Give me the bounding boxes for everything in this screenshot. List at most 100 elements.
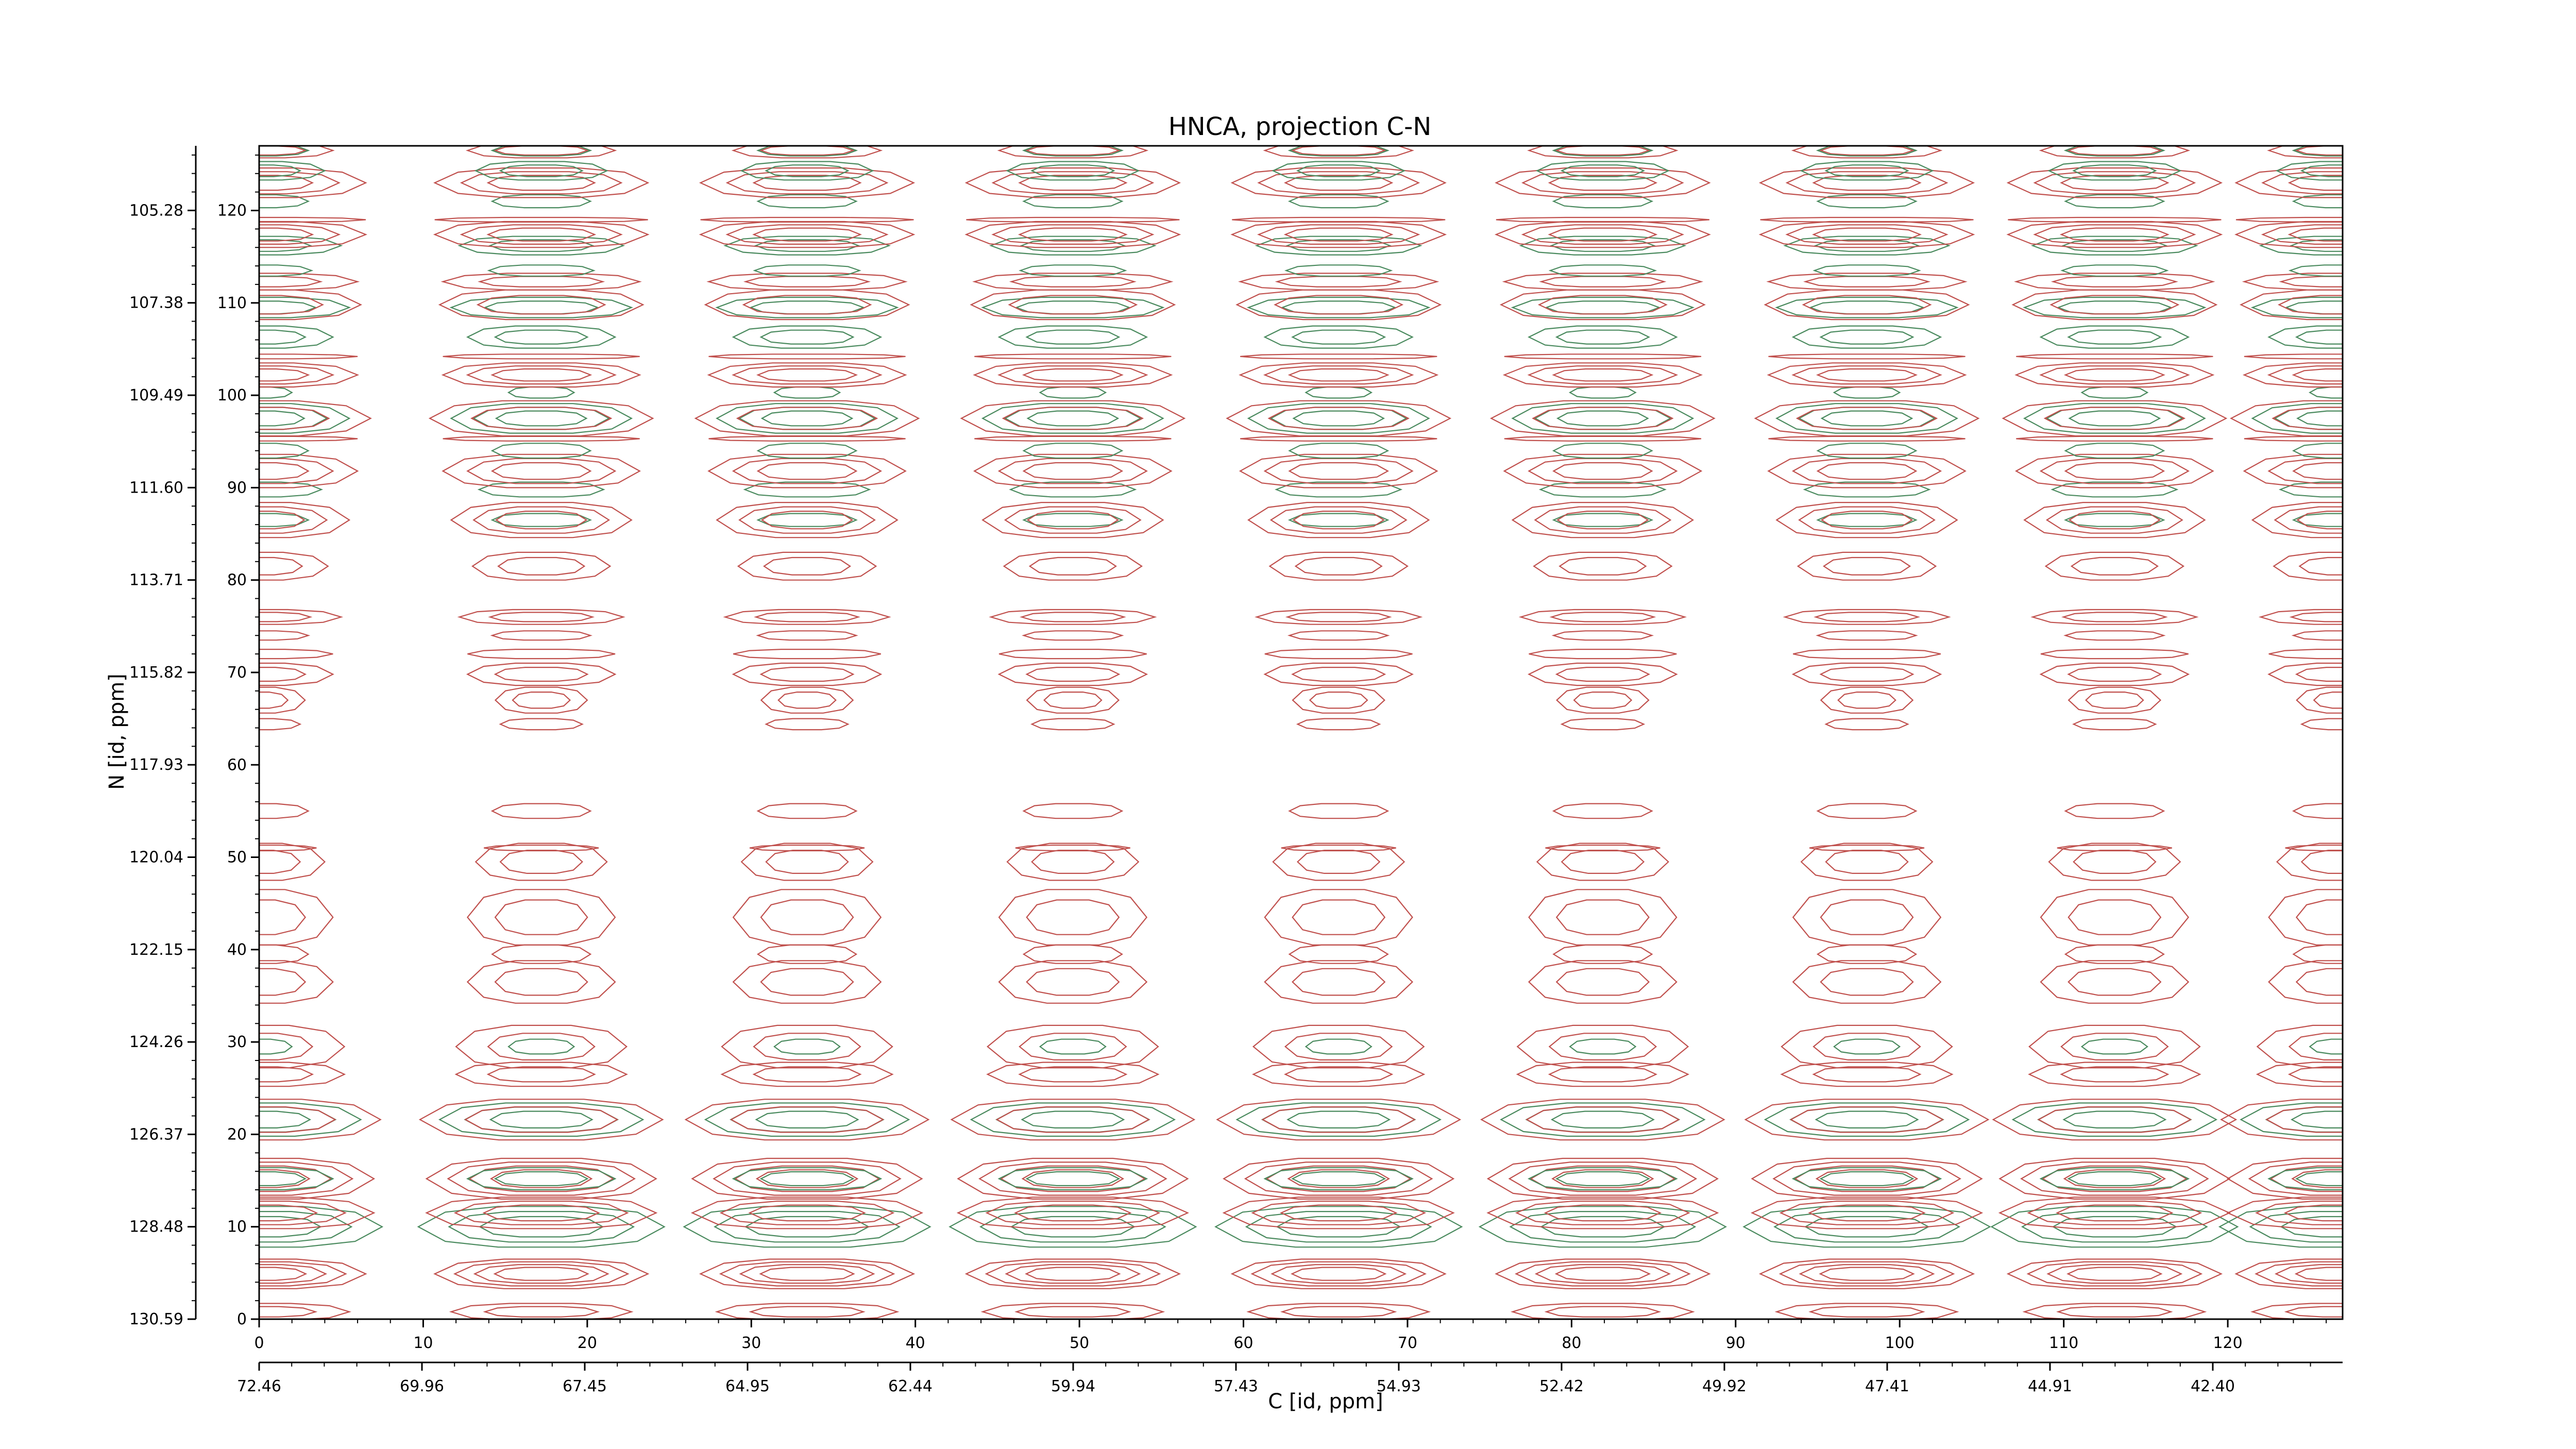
contour-positive-c6-b8-l1 [1812,1066,1922,1083]
contour-negative-c7-b47-l0 [2063,146,2166,157]
contour-positive-c7-b8-l1 [2060,1066,2170,1083]
contour-positive-c4-b10-l0 [1252,1024,1425,1069]
contour-positive-c8-b38-l0 [2242,273,2343,291]
contour-negative-c8-b40-l0 [2259,235,2343,256]
contour-positive-c4-b18-l0 [1292,686,1386,714]
contour-positive-c1-b25-l0 [450,501,633,538]
contour-positive-c6-b15-l0 [1809,845,1925,852]
contour-positive-c4-b17-l0 [1296,718,1381,731]
contour-positive-c5-b1-l2 [1534,1264,1671,1284]
contour-positive-c5-b25-l0 [1511,501,1694,538]
contour-positive-c7-b4-l2 [2041,1165,2188,1192]
contour-positive-c8-b1-l0 [2234,1258,2343,1289]
contour-negative-c2-b45-l1 [765,164,850,177]
contour-positive-c4-b41-l0 [1230,221,1447,248]
contour-positive-c8-b44-l0 [2234,167,2343,198]
contour-negative-c1-b47-l0 [490,146,592,157]
contour-negative-c3-b43-l0 [1022,194,1124,209]
x-index-tick-label: 50 [1070,1334,1089,1352]
contour-positive-c8-b22-l1 [2289,612,2343,622]
contour-positive-c5-b37-l1 [1537,295,1668,315]
contour-positive-c0-b7-l1 [259,1106,336,1133]
contour-negative-c6-b39-l0 [1812,264,1921,277]
contour-negative-c5-b2-l1 [1509,1211,1697,1243]
contour-positive-c8-b0-l1 [2284,1306,2343,1318]
contour-negative-c4-b2-l2 [1276,1216,1401,1238]
contour-positive-c7-b27-l2 [2064,462,2165,480]
x-index-tick-label: 0 [254,1334,264,1352]
contour-positive-c5-b44-l1 [1521,171,1684,195]
contour-negative-c6-b6-l2 [1815,1110,1919,1128]
y-ppm-tick-label: 117.93 [129,756,183,774]
contour-positive-c4-b23-l0 [1268,551,1409,581]
contour-negative-c0-b45-l0 [259,161,327,181]
y-index-tick-label: 40 [227,941,247,959]
contour-positive-c6-b4-l2 [1794,1165,1940,1192]
contour-positive-c6-b38-l1 [1803,276,1931,288]
contour-positive-c8-b34-l0 [2244,353,2343,360]
contour-positive-c3-b38-l1 [1009,276,1137,288]
contour-positive-c2-b38-l0 [706,273,908,291]
contour-positive-c7-b44-l0 [2006,167,2223,198]
contour-positive-c1-b25-l1 [472,506,611,534]
contour-positive-c2-b27-l2 [756,462,858,480]
contour-positive-c3-b34-l0 [974,353,1172,360]
contour-positive-c6-b25-l0 [1775,501,1958,538]
y-index-tick-label: 30 [227,1033,247,1051]
contour-positive-c4-b21-l0 [1287,630,1390,641]
contour-positive-c8-b1-l2 [2274,1264,2343,1284]
contour-positive-c1-b11-l1 [494,968,588,996]
x-ppm-tick-label: 49.92 [1702,1377,1747,1395]
contour-negative-c2-b45-l0 [740,161,874,181]
contour-negative-c2-b28-l0 [756,443,858,459]
contour-positive-c2-b41-l1 [725,224,889,245]
x-index-tick-label: 90 [1726,1334,1745,1352]
contour-positive-c1-b8-l1 [486,1066,596,1083]
contour-positive-c0-b10-l1 [259,1033,314,1060]
contour-positive-c1-b20-l0 [467,648,616,660]
contour-positive-c2-b44-l0 [699,167,916,198]
contour-negative-c8-b6-l2 [2290,1110,2343,1128]
contour-positive-c3-b44-l2 [1018,175,1128,191]
contour-positive-c1-b18-l1 [512,691,571,709]
contour-negative-c0-b26-l0 [259,481,324,498]
contour-positive-c5-b14-l0 [1536,843,1669,881]
contour-positive-c6-b31-l0 [1754,400,1980,437]
contour-positive-c2-b29-l0 [708,435,906,442]
contour-positive-c8-b7-l1 [2265,1106,2343,1133]
contour-positive-c3-b37-l0 [970,289,1176,321]
contour-positive-c1-b0-l1 [483,1306,600,1318]
contour-positive-c5-b37-l0 [1499,289,1706,321]
contour-negative-c8-b5-l1 [2295,1171,2343,1186]
contour-positive-c3-b19-l0 [997,662,1148,686]
contour-negative-c5-b45-l1 [1560,164,1646,177]
contour-positive-c3-b46-l1 [1025,146,1121,156]
y-ppm-tick-label: 111.60 [129,479,183,497]
contour-positive-c3-b27-l2 [1022,462,1124,480]
contour-positive-c4-b44-l0 [1230,167,1447,198]
contour-positive-c7-b1-l1 [2026,1261,2203,1287]
contour-positive-c0-b25-l2 [259,510,306,530]
contour-positive-c6-b46-l0 [1791,146,1943,159]
y-index-tick-label: 90 [227,479,247,497]
contour-positive-c8-b23-l0 [2273,551,2343,581]
contour-positive-c5-b3-l1 [1515,1200,1690,1225]
contour-positive-c8-b10-l0 [2256,1024,2343,1069]
contour-negative-c3-b39-l0 [1019,264,1127,277]
contour-negative-c8-b43-l0 [2292,194,2343,209]
contour-positive-c0-b17-l0 [259,718,302,731]
contour-positive-c6-b19-l1 [1819,666,1914,682]
contour-negative-c8-b35-l1 [2295,329,2343,345]
contour-positive-c1-b8-l0 [454,1062,628,1087]
contour-negative-c0-b40-l0 [259,235,343,256]
contour-positive-c1-b10-l0 [455,1024,628,1069]
contour-positive-c0-b18-l0 [259,686,306,714]
contour-positive-c5-b12-l0 [1552,944,1653,964]
contour-positive-c7-b21-l0 [2063,630,2166,641]
contour-positive-c1-b41-l0 [433,221,650,248]
contour-positive-c1-b3-l0 [425,1197,658,1229]
contour-positive-c1-b42-l0 [434,216,648,223]
contour-positive-c3-b31-l0 [960,400,1186,437]
contour-positive-c2-b4-l3 [755,1169,859,1188]
contour-positive-c2-b1-l1 [719,1261,895,1287]
